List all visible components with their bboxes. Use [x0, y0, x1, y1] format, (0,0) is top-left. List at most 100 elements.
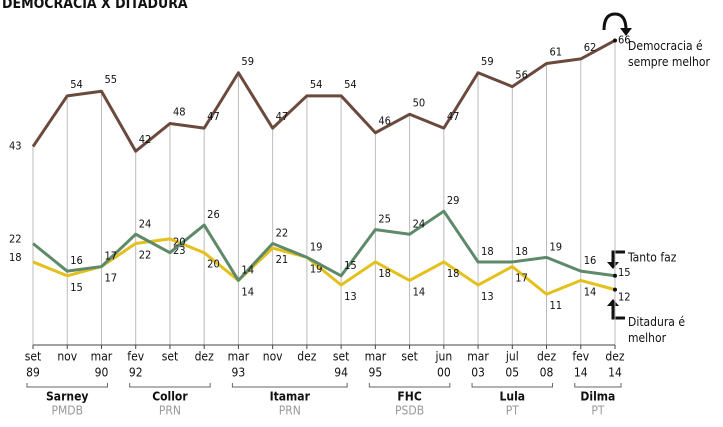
value-label: 62: [584, 41, 597, 54]
period-party: PT: [591, 404, 605, 418]
period-party: PT: [506, 404, 520, 418]
value-label: 14: [241, 285, 254, 298]
period-party: PSDB: [395, 404, 424, 418]
period-bracket: [368, 383, 451, 388]
period-name: Itamar: [270, 390, 311, 404]
period-name: Collor: [152, 390, 188, 404]
x-year-label: 05: [505, 366, 519, 380]
period-bracket: [574, 383, 622, 388]
period-name: FHC: [397, 390, 421, 404]
value-label: 20: [173, 236, 186, 249]
period-name: Sarney: [46, 390, 88, 404]
x-tick-label: nov: [263, 350, 283, 364]
period-party: PRN: [159, 404, 181, 418]
value-label: 43: [9, 140, 22, 153]
series-annotation: Tanto faz: [627, 251, 677, 265]
period-name: Lula: [500, 390, 526, 404]
x-year-label: 14: [574, 366, 588, 380]
value-label: 54: [70, 78, 83, 91]
value-label: 50: [413, 96, 426, 109]
period-bracket: [26, 383, 108, 388]
value-label: 19: [310, 240, 323, 253]
end-dot: [613, 273, 617, 278]
value-label: 15: [344, 259, 357, 272]
x-tick-label: mar: [228, 350, 250, 364]
value-label: 18: [447, 267, 460, 280]
x-tick-label: mar: [365, 350, 387, 364]
period-name: Dilma: [580, 390, 615, 404]
value-label: 18: [515, 245, 528, 258]
x-tick-label: set: [25, 350, 42, 364]
end-dot: [613, 287, 617, 292]
value-label: 12: [618, 291, 631, 304]
value-label: 48: [173, 106, 186, 119]
value-label: 22: [139, 248, 152, 261]
value-label: 14: [241, 263, 254, 276]
period-party: PRN: [279, 404, 301, 418]
x-year-label: 92: [129, 366, 143, 380]
value-label: 13: [481, 290, 494, 303]
x-tick-label: jun: [434, 350, 452, 364]
value-label: 14: [584, 285, 597, 298]
value-label: 15: [618, 266, 631, 279]
annotation-line: sempre melhor: [628, 55, 710, 69]
value-label: 21: [276, 253, 289, 266]
arrow-dit: [611, 306, 625, 320]
arrow-tanto: [611, 250, 625, 262]
x-year-label: 90: [95, 366, 109, 380]
value-label: 59: [241, 55, 254, 68]
x-year-label: 95: [368, 366, 382, 380]
x-tick-label: dez: [195, 350, 215, 364]
value-label: 29: [447, 194, 460, 207]
series-annotation: Democracia é sempre melhor: [628, 39, 710, 69]
value-label: 55: [104, 73, 117, 86]
period-bracket: [231, 383, 348, 388]
value-label: 18: [378, 267, 391, 280]
annotation-line: melhor: [628, 331, 667, 345]
x-tick-label: dez: [297, 350, 317, 364]
value-label: 17: [104, 272, 117, 285]
value-label: 15: [70, 281, 83, 294]
x-year-label: 08: [540, 366, 554, 380]
value-label: 14: [413, 285, 426, 298]
end-dot: [613, 38, 617, 43]
x-tick-label: fev: [127, 350, 144, 364]
x-year-label: 14: [608, 366, 622, 380]
period-bracket: [471, 383, 554, 388]
value-label: 19: [550, 240, 563, 253]
value-label: 46: [378, 115, 391, 128]
x-year-label: 89: [26, 366, 40, 380]
x-tick-label: set: [162, 350, 179, 364]
period-bracket: [129, 383, 211, 388]
value-label: 18: [9, 251, 22, 264]
period-party: PMDB: [51, 404, 83, 418]
x-tick-label: set: [401, 350, 418, 364]
value-label: 26: [207, 208, 220, 221]
value-label: 59: [481, 55, 494, 68]
arrow-head: [607, 262, 619, 269]
x-tick-label: set: [333, 350, 350, 364]
annotation-line: Ditadura é: [628, 315, 685, 329]
value-label: 47: [207, 110, 220, 123]
value-label: 56: [515, 69, 528, 82]
series-line: [31, 39, 616, 153]
value-label: 25: [378, 213, 391, 226]
x-tick-label: dez: [605, 350, 625, 364]
x-tick-label: nov: [57, 350, 77, 364]
value-label: 11: [550, 299, 563, 312]
x-tick-label: jul: [505, 350, 519, 364]
x-tick-label: dez: [537, 350, 557, 364]
x-tick-label: fev: [572, 350, 589, 364]
annotation-line: Democracia é: [628, 39, 703, 53]
arrow-heads: [607, 28, 632, 306]
value-label: 47: [276, 110, 289, 123]
value-label: 24: [413, 217, 426, 230]
series-line: [32, 237, 616, 296]
arrow-head: [620, 28, 632, 36]
value-label: 18: [481, 245, 494, 258]
arrow-dem: [602, 12, 628, 31]
arrow-head: [607, 299, 619, 306]
series-annotation: Ditadura é melhor: [628, 315, 685, 345]
value-label: 42: [139, 133, 152, 146]
value-label: 16: [584, 254, 597, 267]
